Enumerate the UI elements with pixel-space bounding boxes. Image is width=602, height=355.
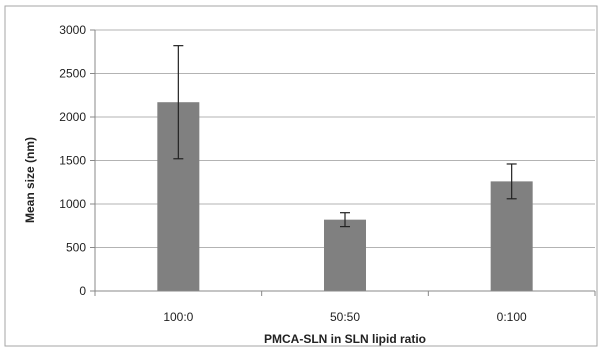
y-tick-label-2500: 2500 [59, 67, 86, 81]
x-tick-label-100:0: 100:0 [163, 310, 193, 324]
y-tick-label-0: 0 [79, 284, 86, 298]
y-tick-label-1000: 1000 [59, 197, 86, 211]
x-axis-title: PMCA-SLN in SLN lipid ratio [264, 332, 426, 346]
y-axis-title: Mean size (nm) [23, 137, 37, 223]
bar-50:50 [324, 219, 366, 291]
y-tick-label-3000: 3000 [59, 23, 86, 37]
x-tick-label-0:100: 0:100 [497, 310, 527, 324]
x-tick-label-50:50: 50:50 [330, 310, 360, 324]
tick-labels: 0 500 1000 1500 2000 2500 3000 100:0 50:50 0:100 [59, 23, 527, 324]
y-tick-label-1500: 1500 [59, 154, 86, 168]
error-bars [173, 45, 517, 228]
y-tick-label-2000: 2000 [59, 110, 86, 124]
bar-0:100 [490, 181, 533, 291]
bars [157, 102, 533, 292]
chart-frame [4, 5, 598, 347]
axes [90, 29, 596, 296]
y-tick-label-500: 500 [66, 241, 86, 255]
